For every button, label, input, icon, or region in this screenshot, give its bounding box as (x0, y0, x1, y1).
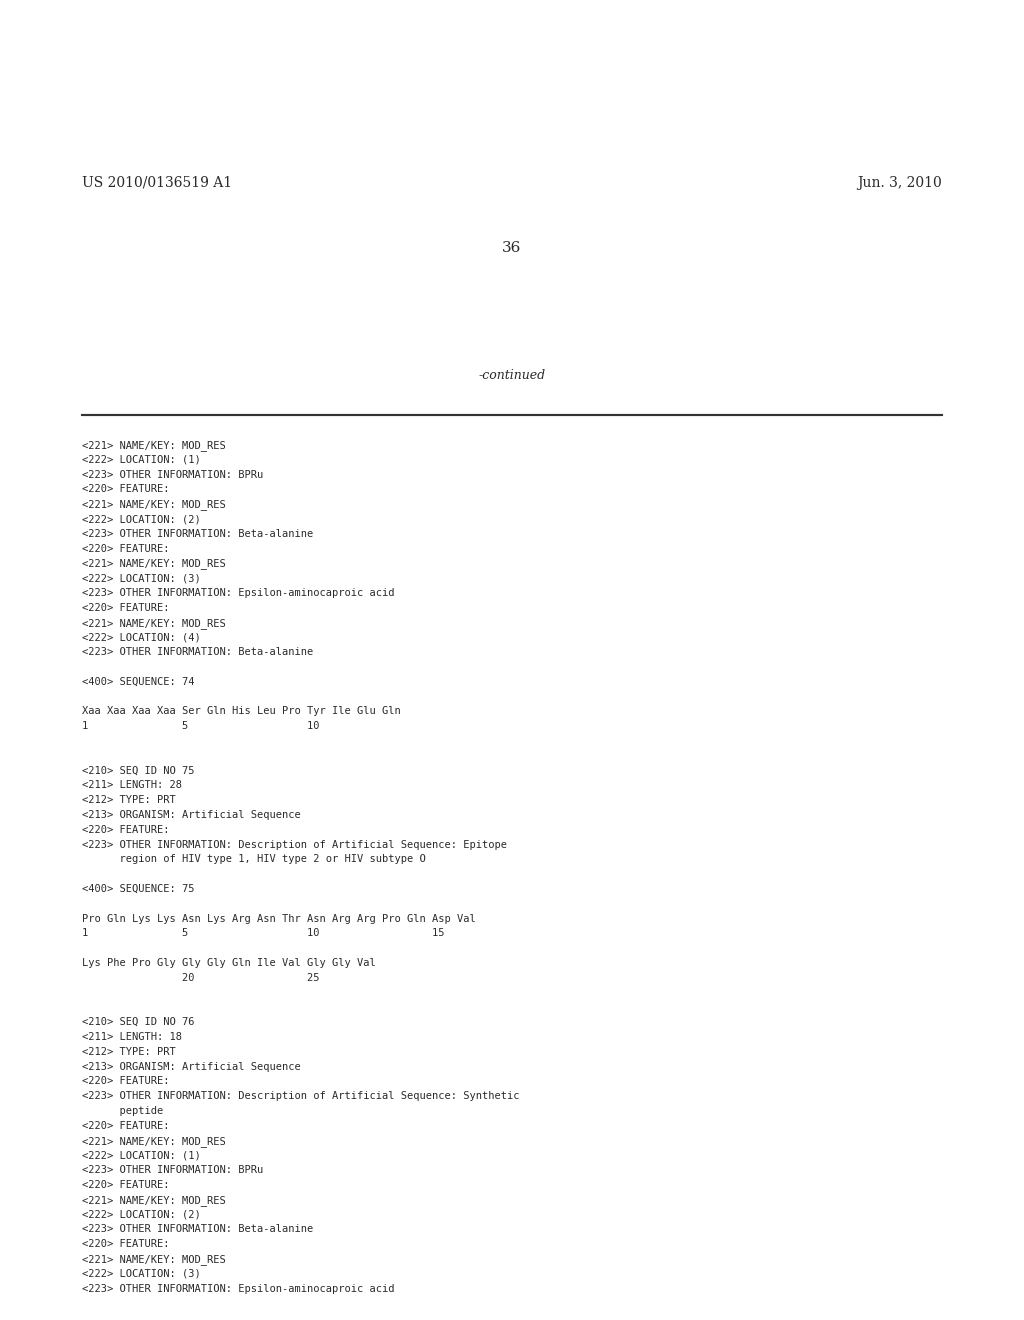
Text: <221> NAME/KEY: MOD_RES: <221> NAME/KEY: MOD_RES (82, 440, 225, 451)
Text: Pro Gln Lys Lys Asn Lys Arg Asn Thr Asn Arg Arg Pro Gln Asp Val: Pro Gln Lys Lys Asn Lys Arg Asn Thr Asn … (82, 913, 476, 924)
Text: <221> NAME/KEY: MOD_RES: <221> NAME/KEY: MOD_RES (82, 1135, 225, 1147)
Text: 1               5                   10                  15: 1 5 10 15 (82, 928, 444, 939)
Text: <210> SEQ ID NO 75: <210> SEQ ID NO 75 (82, 766, 195, 776)
Text: <222> LOCATION: (4): <222> LOCATION: (4) (82, 632, 201, 643)
Text: <400> SEQUENCE: 74: <400> SEQUENCE: 74 (82, 677, 195, 686)
Text: <221> NAME/KEY: MOD_RES: <221> NAME/KEY: MOD_RES (82, 1254, 225, 1265)
Text: 20                  25: 20 25 (82, 973, 319, 983)
Text: <210> SEQ ID NO 76: <210> SEQ ID NO 76 (82, 1018, 195, 1027)
Text: <221> NAME/KEY: MOD_RES: <221> NAME/KEY: MOD_RES (82, 499, 225, 510)
Text: <220> FEATURE:: <220> FEATURE: (82, 825, 170, 834)
Text: US 2010/0136519 A1: US 2010/0136519 A1 (82, 176, 232, 190)
Text: <222> LOCATION: (3): <222> LOCATION: (3) (82, 573, 201, 583)
Text: <222> LOCATION: (1): <222> LOCATION: (1) (82, 1151, 201, 1160)
Text: peptide: peptide (82, 1106, 163, 1115)
Text: Xaa Xaa Xaa Xaa Ser Gln His Leu Pro Tyr Ile Glu Gln: Xaa Xaa Xaa Xaa Ser Gln His Leu Pro Tyr … (82, 706, 400, 717)
Text: <223> OTHER INFORMATION: BPRu: <223> OTHER INFORMATION: BPRu (82, 1166, 263, 1175)
Text: <222> LOCATION: (2): <222> LOCATION: (2) (82, 1209, 201, 1220)
Text: <223> OTHER INFORMATION: Beta-alanine: <223> OTHER INFORMATION: Beta-alanine (82, 647, 313, 657)
Text: <223> OTHER INFORMATION: Beta-alanine: <223> OTHER INFORMATION: Beta-alanine (82, 529, 313, 539)
Text: <221> NAME/KEY: MOD_RES: <221> NAME/KEY: MOD_RES (82, 1195, 225, 1205)
Text: <220> FEATURE:: <220> FEATURE: (82, 1121, 170, 1131)
Text: <222> LOCATION: (2): <222> LOCATION: (2) (82, 513, 201, 524)
Text: 36: 36 (503, 242, 521, 255)
Text: <223> OTHER INFORMATION: BPRu: <223> OTHER INFORMATION: BPRu (82, 470, 263, 479)
Text: Lys Phe Pro Gly Gly Gly Gln Ile Val Gly Gly Val: Lys Phe Pro Gly Gly Gly Gln Ile Val Gly … (82, 958, 376, 968)
Text: region of HIV type 1, HIV type 2 or HIV subtype O: region of HIV type 1, HIV type 2 or HIV … (82, 854, 426, 865)
Text: <223> OTHER INFORMATION: Description of Artificial Sequence: Synthetic: <223> OTHER INFORMATION: Description of … (82, 1092, 519, 1101)
Text: <220> FEATURE:: <220> FEATURE: (82, 603, 170, 612)
Text: <222> LOCATION: (1): <222> LOCATION: (1) (82, 455, 201, 465)
Text: <223> OTHER INFORMATION: Beta-alanine: <223> OTHER INFORMATION: Beta-alanine (82, 1225, 313, 1234)
Text: <221> NAME/KEY: MOD_RES: <221> NAME/KEY: MOD_RES (82, 558, 225, 569)
Text: <220> FEATURE:: <220> FEATURE: (82, 1076, 170, 1086)
Text: <223> OTHER INFORMATION: Epsilon-aminocaproic acid: <223> OTHER INFORMATION: Epsilon-aminoca… (82, 587, 394, 598)
Text: <220> FEATURE:: <220> FEATURE: (82, 1239, 170, 1249)
Text: <223> OTHER INFORMATION: Description of Artificial Sequence: Epitope: <223> OTHER INFORMATION: Description of … (82, 840, 507, 850)
Text: Jun. 3, 2010: Jun. 3, 2010 (857, 176, 942, 190)
Text: -continued: -continued (478, 370, 546, 381)
Text: <220> FEATURE:: <220> FEATURE: (82, 484, 170, 495)
Text: <400> SEQUENCE: 75: <400> SEQUENCE: 75 (82, 884, 195, 894)
Text: <220> FEATURE:: <220> FEATURE: (82, 1180, 170, 1191)
Text: <220> FEATURE:: <220> FEATURE: (82, 544, 170, 553)
Text: <212> TYPE: PRT: <212> TYPE: PRT (82, 795, 176, 805)
Text: 1               5                   10: 1 5 10 (82, 721, 319, 731)
Text: <213> ORGANISM: Artificial Sequence: <213> ORGANISM: Artificial Sequence (82, 810, 301, 820)
Text: <223> OTHER INFORMATION: Epsilon-aminocaproic acid: <223> OTHER INFORMATION: Epsilon-aminoca… (82, 1283, 394, 1294)
Text: <221> NAME/KEY: MOD_RES: <221> NAME/KEY: MOD_RES (82, 618, 225, 628)
Text: <211> LENGTH: 28: <211> LENGTH: 28 (82, 780, 182, 791)
Text: <213> ORGANISM: Artificial Sequence: <213> ORGANISM: Artificial Sequence (82, 1061, 301, 1072)
Text: <212> TYPE: PRT: <212> TYPE: PRT (82, 1047, 176, 1057)
Text: <222> LOCATION: (3): <222> LOCATION: (3) (82, 1269, 201, 1279)
Text: <211> LENGTH: 18: <211> LENGTH: 18 (82, 1032, 182, 1041)
